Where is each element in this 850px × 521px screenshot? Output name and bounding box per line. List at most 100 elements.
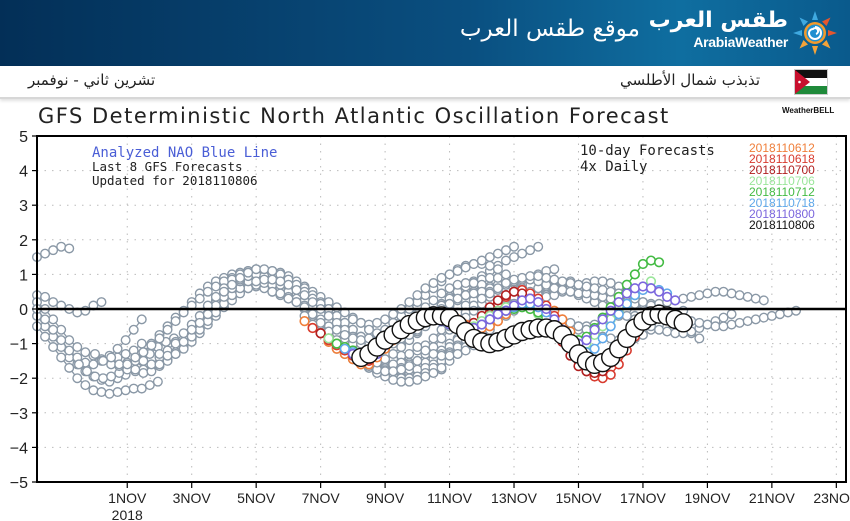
older-forecast-point bbox=[412, 290, 423, 301]
older-forecast-point bbox=[388, 374, 399, 385]
older-forecast-point bbox=[517, 272, 528, 283]
older-forecast-point bbox=[106, 352, 117, 363]
forecast-point-2018110800 bbox=[613, 296, 624, 308]
older-forecast-point bbox=[88, 385, 99, 396]
older-forecast-point bbox=[460, 262, 471, 273]
older-forecast-point bbox=[40, 248, 51, 259]
forecast-point-2018110718 bbox=[621, 298, 632, 309]
sun-swirl-logo-icon[interactable] bbox=[792, 10, 838, 56]
legend-entry: 2018110706 bbox=[749, 174, 815, 188]
forecast-point-2018110800 bbox=[525, 293, 536, 304]
forecast-point-2018110712 bbox=[637, 258, 649, 270]
older-forecast-point bbox=[146, 359, 157, 370]
forecast-point-2018110700 bbox=[315, 328, 326, 339]
older-forecast-point bbox=[702, 319, 713, 330]
older-forecast-point bbox=[291, 284, 302, 295]
forecast-point-2018110800 bbox=[605, 305, 616, 316]
older-forecast-point bbox=[72, 342, 83, 353]
older-forecast-point bbox=[444, 283, 455, 294]
forecast-point-2018110800 bbox=[645, 283, 657, 294]
older-forecast-point bbox=[48, 245, 59, 256]
older-forecast-point bbox=[509, 252, 520, 263]
older-forecast-point bbox=[64, 345, 75, 356]
older-forecast-point bbox=[662, 326, 673, 337]
older-forecast-point bbox=[170, 348, 181, 359]
y-tick-label: 5 bbox=[19, 129, 28, 146]
older-forecast-point bbox=[404, 297, 415, 308]
older-forecast-point bbox=[726, 288, 737, 299]
x-tick-label: 21NOV bbox=[749, 490, 796, 506]
older-forecast-point bbox=[533, 271, 544, 282]
y-tick-label: 1 bbox=[19, 267, 28, 284]
forecast-point-2018110712 bbox=[629, 269, 640, 280]
forecast-point-2018110800 bbox=[533, 296, 544, 308]
legend-entry: 2018110618 bbox=[749, 152, 815, 166]
older-forecast-point bbox=[138, 368, 149, 379]
y-axis: 5 4 3 2 1 0 −1 −2 −3 −4 −5 bbox=[10, 129, 37, 492]
older-forecast-point bbox=[251, 276, 262, 287]
older-forecast-point bbox=[152, 376, 163, 387]
older-forecast-point bbox=[331, 302, 342, 313]
legend-entry: 2018110806 bbox=[749, 218, 815, 232]
brand-logo-text[interactable]: طقس العرب ArabiaWeather bbox=[648, 8, 789, 50]
site-name[interactable]: موقع طقس العرب bbox=[459, 16, 640, 42]
y-tick-label: 0 bbox=[19, 302, 28, 319]
older-forecast-point bbox=[468, 288, 479, 299]
older-forecast-point bbox=[452, 265, 463, 276]
brand-arabic: طقس العرب bbox=[648, 8, 788, 33]
older-forecast-point bbox=[750, 293, 761, 304]
older-forecast-point bbox=[565, 278, 576, 289]
older-forecast-point bbox=[484, 288, 495, 299]
older-forecast-point bbox=[404, 361, 415, 372]
older-forecast-point bbox=[428, 295, 439, 306]
older-forecast-point bbox=[694, 290, 705, 301]
older-forecast-point bbox=[96, 297, 107, 308]
older-forecast-point bbox=[476, 293, 487, 304]
month-label: تشرين ثاني - نوفمبر bbox=[28, 71, 156, 89]
older-forecast-point bbox=[468, 305, 479, 316]
older-forecast-point bbox=[541, 272, 552, 283]
nao-forecast-chart: GFS Deterministic North Atlantic Oscilla… bbox=[10, 104, 850, 521]
y-tick-label: −5 bbox=[10, 475, 28, 492]
older-forecast-point bbox=[291, 297, 302, 308]
forecast-point-2018110800 bbox=[484, 314, 495, 325]
annotation-left-line: Analyzed NAO Blue Line bbox=[92, 145, 277, 161]
older-forecast-point bbox=[428, 348, 439, 359]
older-forecast-point bbox=[774, 309, 785, 320]
older-forecast-point bbox=[573, 288, 584, 299]
older-forecast-point bbox=[331, 324, 342, 335]
older-forecast-point bbox=[56, 335, 67, 346]
older-forecast-point bbox=[525, 271, 536, 282]
forecast-point-2018110612 bbox=[299, 316, 310, 327]
annotation-left-line: Last 8 GFS Forecasts bbox=[92, 159, 243, 174]
x-tick-label: 23NOV bbox=[813, 490, 850, 506]
older-forecast-point bbox=[299, 290, 310, 301]
older-forecast-point bbox=[444, 350, 455, 361]
older-forecast-point bbox=[460, 278, 471, 289]
x-tick-label: 7NOV bbox=[302, 490, 341, 506]
topic-title: تذبذب شمال الأطلسي bbox=[620, 71, 760, 89]
older-forecast-point bbox=[178, 336, 189, 347]
older-forecast-point bbox=[138, 347, 149, 358]
older-forecast-point bbox=[128, 383, 139, 394]
topic-bar: تشرين ثاني - نوفمبر تذبذب شمال الأطلسي bbox=[0, 66, 850, 99]
x-tick-label: 9NOV bbox=[366, 490, 405, 506]
older-forecast-point bbox=[275, 288, 286, 299]
older-forecast-point bbox=[48, 297, 59, 308]
older-forecast-point bbox=[72, 373, 83, 384]
older-forecast-point bbox=[726, 319, 737, 330]
older-forecast-point bbox=[388, 309, 399, 320]
older-forecast-point bbox=[710, 321, 721, 332]
forecast-point-2018110706 bbox=[323, 333, 334, 344]
older-forecast-point bbox=[710, 286, 721, 297]
older-forecast-point bbox=[194, 317, 205, 328]
older-forecast-point bbox=[654, 324, 665, 335]
older-forecast-point bbox=[73, 359, 84, 370]
older-forecast-point bbox=[267, 265, 278, 276]
forecast-point-2018110800 bbox=[621, 288, 632, 299]
older-forecast-point bbox=[98, 355, 109, 366]
older-forecast-point bbox=[509, 241, 520, 252]
older-forecast-point bbox=[380, 354, 391, 365]
older-forecast-point bbox=[726, 309, 737, 320]
